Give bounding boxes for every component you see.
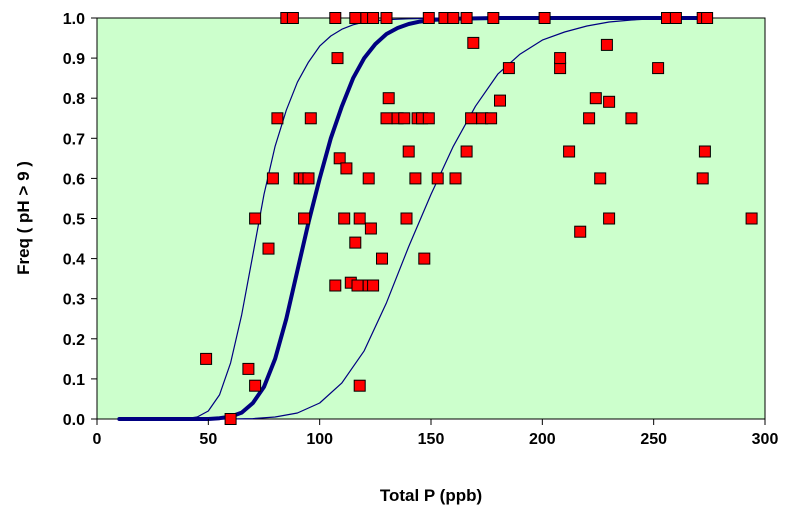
data-point xyxy=(351,279,364,292)
y-tick-label: 0.2 xyxy=(63,332,85,349)
data-point xyxy=(460,12,473,24)
data-point xyxy=(302,172,315,185)
data-point xyxy=(353,212,366,225)
data-point xyxy=(554,52,567,65)
data-point xyxy=(329,279,342,292)
data-point xyxy=(333,152,346,165)
data-point xyxy=(331,52,344,65)
x-axis-title: Total P (ppb) xyxy=(380,486,482,505)
data-point xyxy=(242,362,255,375)
y-tick-label: 0.1 xyxy=(63,372,85,389)
axes: 0 50 100 150 200 250 300 0.0 0.1 0.2 0.3 0.4 0.5 0.6 0… xyxy=(63,11,779,448)
data-point xyxy=(594,172,607,185)
data-point xyxy=(745,212,758,225)
data-point xyxy=(364,222,377,235)
fitted-curve xyxy=(117,16,705,421)
y-tick-label: 0.3 xyxy=(63,292,85,309)
data-point xyxy=(447,12,460,24)
fitted-curves xyxy=(117,16,705,421)
data-point xyxy=(600,38,613,51)
data-point xyxy=(200,352,213,365)
data-point xyxy=(563,145,576,158)
data-point xyxy=(554,62,567,75)
data-point xyxy=(286,12,299,24)
data-point xyxy=(362,172,375,185)
data-point xyxy=(696,172,709,185)
data-point xyxy=(698,145,711,158)
data-point xyxy=(583,112,596,125)
data-point xyxy=(367,12,380,24)
data-point xyxy=(298,212,311,225)
data-point xyxy=(353,379,366,392)
x-tick-label: 150 xyxy=(418,431,445,448)
data-point xyxy=(340,162,353,175)
x-tick-label: 200 xyxy=(529,431,556,448)
data-point xyxy=(349,236,362,249)
y-tick-label: 0.5 xyxy=(63,212,85,229)
data-point xyxy=(249,379,262,392)
data-point xyxy=(266,172,279,185)
data-point xyxy=(304,112,317,125)
data-point xyxy=(249,212,262,225)
data-point xyxy=(701,12,714,24)
data-point xyxy=(538,12,551,24)
y-tick-label: 0.0 xyxy=(63,412,85,429)
data-point xyxy=(367,279,380,292)
x-tick-label: 50 xyxy=(199,431,217,448)
data-point xyxy=(460,145,473,158)
data-point xyxy=(382,92,395,105)
data-point xyxy=(487,12,500,24)
data-point xyxy=(485,112,498,125)
data-point xyxy=(603,212,616,225)
data-point xyxy=(422,112,435,125)
data-point xyxy=(402,145,415,158)
y-tick-label: 0.6 xyxy=(63,171,85,188)
data-point xyxy=(465,112,478,125)
data-point xyxy=(502,62,515,75)
data-point xyxy=(398,112,411,125)
plot-area xyxy=(96,17,766,420)
data-point xyxy=(449,172,462,185)
data-point xyxy=(329,12,342,24)
data-point xyxy=(349,12,362,24)
data-point xyxy=(669,12,682,24)
y-axis-title: Freq ( pH > 9 ) xyxy=(14,161,33,275)
data-point xyxy=(603,95,616,108)
data-point xyxy=(494,94,506,107)
y-tick-label: 0.4 xyxy=(63,252,85,269)
data-point xyxy=(262,242,275,255)
data-point xyxy=(574,225,587,238)
data-point xyxy=(380,112,393,125)
data-point xyxy=(431,172,444,185)
y-tick-label: 1.0 xyxy=(63,11,85,28)
data-point xyxy=(409,172,422,185)
data-point xyxy=(467,36,480,49)
x-tick-label: 300 xyxy=(752,431,779,448)
data-point xyxy=(338,212,351,225)
y-tick-label: 0.8 xyxy=(63,91,85,108)
data-point xyxy=(589,92,602,105)
data-point xyxy=(422,12,435,24)
data-point xyxy=(224,413,237,425)
data-point xyxy=(271,112,284,125)
data-point xyxy=(400,212,413,225)
data-point xyxy=(652,62,665,75)
y-tick-label: 0.9 xyxy=(63,51,85,68)
y-tick-label: 0.7 xyxy=(63,131,85,148)
data-point xyxy=(380,12,393,24)
data-point xyxy=(376,252,388,265)
x-tick-label: 100 xyxy=(306,431,333,448)
x-tick-label: 250 xyxy=(640,431,667,448)
data-point xyxy=(418,252,431,265)
confidence-curve xyxy=(118,17,704,420)
data-points xyxy=(200,12,758,425)
x-tick-label: 0 xyxy=(93,431,102,448)
data-point xyxy=(625,112,638,125)
